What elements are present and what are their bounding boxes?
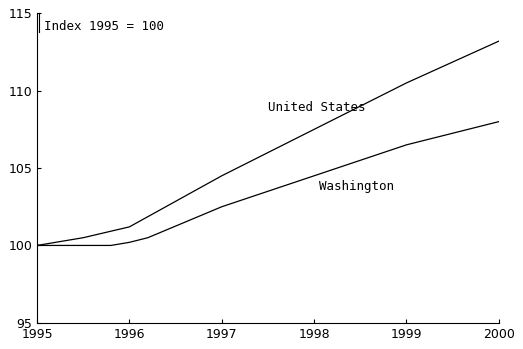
Text: United States: United States bbox=[268, 101, 366, 114]
Text: Washington: Washington bbox=[319, 180, 394, 193]
Text: Index 1995 = 100: Index 1995 = 100 bbox=[44, 20, 164, 32]
